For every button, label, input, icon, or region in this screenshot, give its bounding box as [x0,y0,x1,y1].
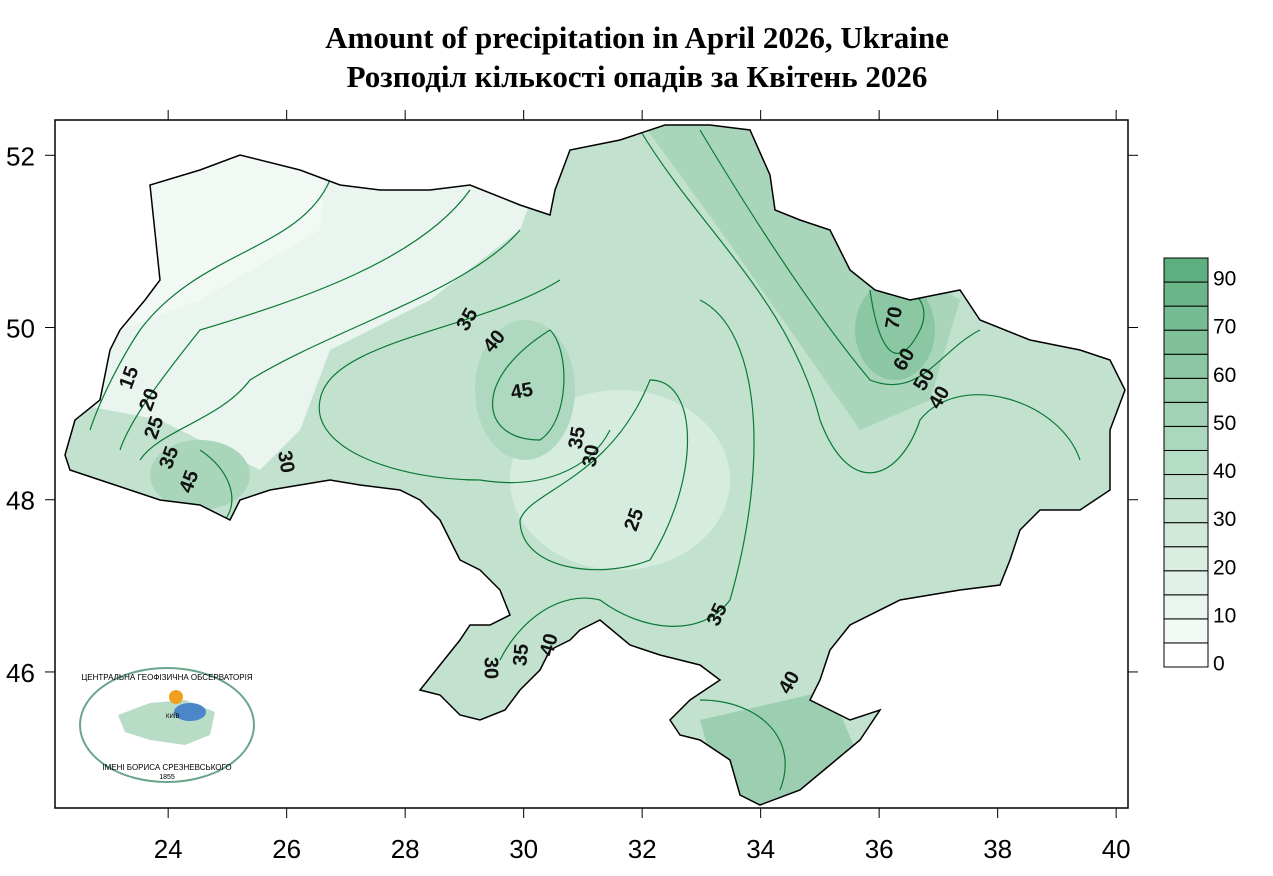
y-tick-label: 48 [6,486,35,516]
logo: ЦЕНТРАЛЬНА ГЕОФІЗИЧНА ОБСЕРВАТОРІЯ ІМЕНІ… [79,667,255,783]
logo-top: ЦЕНТРАЛЬНА ГЕОФІЗИЧНА ОБСЕРВАТОРІЯ [81,673,252,682]
contour-label: 70 [882,305,908,331]
legend-label: 40 [1213,460,1236,483]
x-tick-label: 30 [509,834,538,864]
legend-swatch [1163,546,1209,572]
legend-label: 10 [1213,604,1236,627]
legend-label: 20 [1213,556,1236,579]
legend-swatch [1163,498,1209,524]
x-tick-label: 24 [154,834,183,864]
legend: 0 10 20 30 40 50 60 70 90 [1163,257,1236,676]
legend-label: 0 [1213,653,1225,676]
legend-swatch [1163,594,1209,620]
legend-swatch [1163,570,1209,596]
contour-label: 35 [509,643,533,667]
legend-label: 70 [1213,316,1236,339]
logo-city: КИЇВ [166,713,179,720]
legend-label: 90 [1213,268,1236,291]
logo-year: 1855 [159,774,175,781]
legend-swatch [1163,329,1209,355]
legend-swatch [1163,281,1209,307]
x-tick-label: 26 [272,834,301,864]
legend-label: 60 [1213,364,1236,387]
y-tick-label: 50 [6,314,35,344]
contour-label: 45 [509,379,535,405]
legend-label: 50 [1213,412,1236,435]
legend-swatch [1163,522,1209,548]
title-en: Amount of precipitation in April 2026, U… [325,20,949,55]
legend-swatch [1163,474,1209,500]
contour-label: 35 [565,425,591,451]
legend-swatch [1163,401,1209,427]
legend-swatch [1163,642,1209,668]
legend-label: 30 [1213,508,1236,531]
legend-swatch [1163,305,1209,331]
legend-swatch [1163,618,1209,644]
y-tick-label: 52 [6,141,35,171]
contour-label: 30 [579,443,605,469]
contour-label: 30 [480,657,502,679]
x-tick-label: 28 [391,834,420,864]
legend-swatch [1163,353,1209,379]
axes: 24 26 28 30 32 34 36 38 40 46 48 50 52 [6,110,1138,864]
legend-swatch [1163,425,1209,451]
x-tick-label: 36 [865,834,894,864]
map-frame [54,119,1129,809]
x-tick-label: 32 [628,834,657,864]
contour-label: 30 [273,449,299,475]
x-tick-label: 38 [983,834,1012,864]
logo-bottom: ІМЕНІ БОРИСА СРЕЗНЕВСЬКОГО [102,763,231,772]
y-tick-label: 46 [6,658,35,688]
x-tick-label: 34 [746,834,775,864]
legend-swatch [1163,449,1209,476]
legend-swatch [1163,257,1209,283]
title-ua: Розподіл кількості опадів за Квітень 202… [347,59,928,94]
x-tick-label: 40 [1102,834,1131,864]
legend-swatch [1163,377,1209,403]
